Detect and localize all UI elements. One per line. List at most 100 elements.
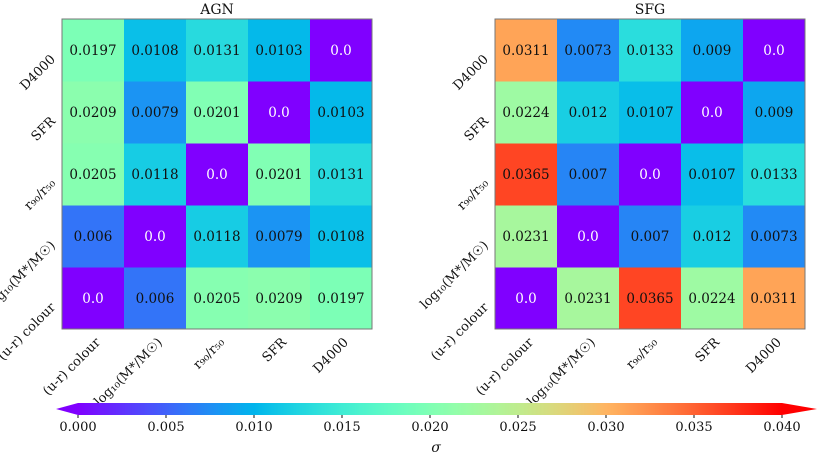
cell-value-label: 0.0118 [193,229,240,245]
heatmap-cell [186,205,249,268]
heatmap-frame [494,18,806,330]
cell-value-label: 0.0201 [193,105,240,121]
y-tick-label: SFR [29,113,60,144]
cell-value-label: 0.0107 [688,167,735,183]
cell-value-label: 0.0224 [688,291,735,307]
cell-value-label: 0.0131 [317,167,364,183]
heatmap-cell [124,205,187,268]
heatmap-cell [619,267,682,330]
heatmap-cell [743,267,806,330]
cell-value-label: 0.012 [693,229,732,245]
heatmap-cell [310,143,373,206]
cell-value-label: 0.0 [330,43,351,59]
cell-value-label: 0.0 [515,291,536,307]
cell-value-label: 0.0 [763,43,784,59]
heatmap-cell [743,143,806,206]
colorbar-tick-label: 0.025 [499,420,536,435]
heatmap-cell [248,81,311,144]
cell-value-label: 0.0201 [255,167,302,183]
x-tick-label: (u-r) colour [473,335,537,399]
cell-value-label: 0.0 [639,167,660,183]
y-tick-label: r₉₀/r₅₀ [455,176,492,213]
heatmap-agn: AGN 0.0 0.006 0.0205 0.0209 0.0197 0.006 0.0 0.0… [0,2,373,409]
cell-value-label: 0.0209 [255,291,302,307]
heatmap-cell [743,81,806,144]
cell-value-label: 0.007 [569,167,608,183]
cell-value-label: 0.0209 [69,105,116,121]
cell-value-label: 0.0205 [69,167,116,183]
x-tick-label: D4000 [310,335,351,376]
y-tick-label: D4000 [450,52,491,93]
cell-value-label: 0.0073 [564,43,611,59]
heatmap-frame [61,18,373,330]
cell-value-label: 0.0231 [502,229,549,245]
x-tick-label: r₉₀/r₅₀ [624,335,661,372]
panel-title: SFG [635,2,666,18]
colorbar-extend-max [782,403,817,415]
colorbar-tick-label: 0.030 [587,420,624,435]
panel-title: AGN [199,2,234,18]
heatmap-cell [681,267,744,330]
cell-value-label: 0.012 [569,105,608,121]
cell-value-label: 0.0 [206,167,227,183]
x-tick-label: r₉₀/r₅₀ [191,335,228,372]
cell-value-label: 0.0133 [750,167,797,183]
heatmap-cell [619,143,682,206]
x-tick-label: D4000 [743,335,784,376]
cell-value-label: 0.009 [693,43,732,59]
heatmap-cell [619,205,682,268]
cell-value-label: 0.006 [74,229,113,245]
colorbar-tick-label: 0.015 [323,420,360,435]
cell-value-label: 0.0365 [502,167,549,183]
heatmap-cell [310,81,373,144]
heatmap-cell [248,267,311,330]
cell-value-label: 0.006 [136,291,175,307]
heatmap-cell [310,19,373,82]
cell-value-label: 0.0224 [502,105,549,121]
heatmap-cell [62,267,125,330]
cell-value-label: 0.0 [82,291,103,307]
heatmap-cell [681,81,744,144]
heatmap-cell [310,205,373,268]
heatmap-cell [62,81,125,144]
heatmap-cell [124,143,187,206]
cell-value-label: 0.0197 [317,291,364,307]
cell-value-label: 0.0 [268,105,289,121]
cell-value-label: 0.0 [577,229,598,245]
heatmap-cell [124,267,187,330]
cell-value-label: 0.0197 [69,43,116,59]
cell-value-label: 0.0133 [626,43,673,59]
heatmap-cell [248,143,311,206]
heatmap-cell [310,267,373,330]
cell-value-label: 0.0103 [255,43,302,59]
heatmap-cell [681,143,744,206]
cell-value-label: 0.0 [701,105,722,121]
cell-value-label: 0.0103 [317,105,364,121]
heatmap-cell [124,81,187,144]
colorbar-tick-label: 0.020 [411,420,448,435]
heatmap-cell [62,143,125,206]
colorbar-tick-label: 0.040 [763,420,800,435]
cell-value-label: 0.0205 [193,291,240,307]
y-tick-label: D4000 [17,52,58,93]
colorbar-tick-label: 0.000 [59,420,96,435]
heatmap-sfg: SFG0.00.02310.03650.02240.03110.02310.00… [418,2,806,409]
heatmap-cell [557,81,620,144]
heatmap-cell [557,143,620,206]
heatmap-cell [62,205,125,268]
cell-value-label: 0.0365 [626,291,673,307]
heatmap-cell [681,205,744,268]
cell-value-label: 0.0231 [564,291,611,307]
heatmap-cell [557,205,620,268]
x-tick-label: SFR [260,334,291,365]
heatmap-cell [557,19,620,82]
heatmap-cell [619,19,682,82]
heatmap-cell [186,267,249,330]
y-tick-label: (u-r) colour [0,300,59,364]
heatmap-cell [124,19,187,82]
y-tick-label: r₉₀/r₅₀ [22,176,59,213]
heatmap-cell [495,81,558,144]
heatmap-cell [186,143,249,206]
colorbar: 0.000 0.005 0.010 0.015 0.020 0.025 0.030 0.035… [56,403,817,435]
